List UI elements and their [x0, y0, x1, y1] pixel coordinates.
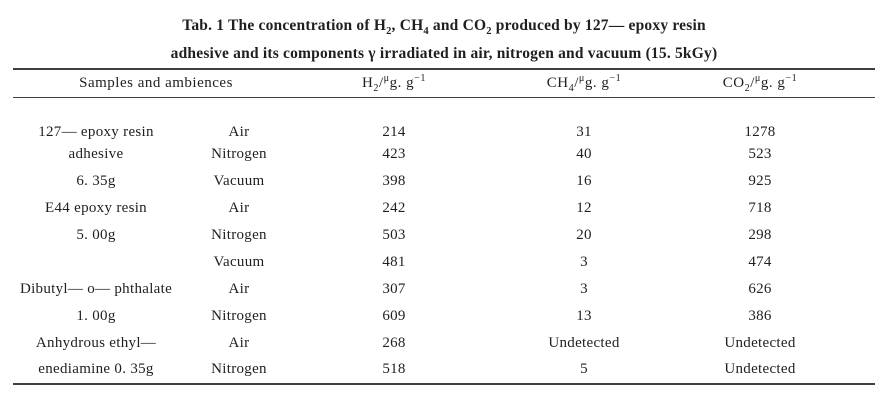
sample-cell: 6. 35g	[76, 172, 116, 189]
subscript: 2	[486, 26, 492, 38]
formula-text: /	[378, 74, 384, 91]
column-header-h2: H2/μg. g−1	[299, 69, 490, 98]
table-row: Dibutyl— o— phthalate Air 307 3 626	[13, 276, 875, 303]
unit-text: g. g	[584, 74, 610, 91]
ambience-cell: Air	[228, 280, 250, 297]
h2-value-cell: 242	[382, 199, 406, 216]
sample-cell	[13, 249, 179, 276]
co2-value-cell: 386	[748, 307, 772, 324]
h2-value-cell: 609	[382, 307, 406, 324]
superscript-exponent: −1	[414, 72, 426, 84]
subscript: 2	[744, 82, 751, 94]
ch4-value-cell: 5	[580, 361, 588, 377]
mu-symbol: μ	[383, 72, 390, 84]
co2-value-cell: 474	[748, 253, 772, 270]
caption-text: , CH	[391, 17, 424, 34]
formula-text: /	[574, 74, 579, 91]
ambience-cell: Air	[228, 334, 250, 351]
formula-text: H	[362, 74, 374, 91]
column-header-ch4: CH4/μg. g−1	[489, 69, 680, 98]
ch4-value-cell: 13	[576, 307, 592, 324]
ch4-value-cell: 40	[576, 145, 592, 162]
caption-text: produced by 127— epoxy resin	[491, 17, 706, 34]
table-header-row: Samples and ambiences H2/μg. g−1 CH4/μg.…	[13, 69, 876, 98]
h2-value-cell: 398	[382, 172, 406, 189]
h2-value-cell: 503	[382, 226, 406, 243]
subscript: 4	[423, 26, 429, 38]
column-header-co2: CO2/μg. g−1	[679, 69, 876, 98]
h2-value-cell: 214	[382, 123, 406, 140]
co2-value-cell: 523	[748, 145, 772, 162]
table-row: 1. 00g Nitrogen 609 13 386	[13, 303, 875, 330]
co2-value-cell: 718	[748, 199, 772, 216]
caption-text: and CO	[428, 17, 487, 34]
caption-text: Tab. 1 The concentration of H	[182, 17, 387, 34]
table-row: 5. 00g Nitrogen 503 20 298	[13, 222, 875, 249]
sample-cell: 1. 00g	[76, 307, 116, 324]
ch4-value-cell: 20	[576, 226, 592, 243]
concentration-table: Samples and ambiences H2/μg. g−1 CH4/μg.…	[13, 68, 876, 385]
ch4-value-cell: 3	[580, 280, 588, 297]
superscript-exponent: −1	[785, 72, 798, 84]
h2-value-cell: 518	[382, 361, 406, 377]
ch4-value-cell: 31	[576, 123, 592, 140]
ambience-cell: Nitrogen	[211, 145, 267, 162]
caption-line-1: Tab. 1 The concentration of H2, CH4 and …	[0, 12, 888, 40]
co2-value-cell: 626	[748, 280, 772, 297]
h2-value-cell: 481	[382, 253, 406, 270]
subscript: 2	[373, 82, 379, 94]
table-body: 127— epoxy resin Air 214 31 1278 adhesiv…	[13, 97, 875, 384]
column-header-samples-ambiences: Samples and ambiences	[13, 69, 300, 98]
ch4-value-cell: 16	[576, 172, 592, 189]
ch4-value-cell: Undetected	[548, 334, 620, 351]
mu-symbol: μ	[578, 72, 585, 84]
sample-cell: Dibutyl— o— phthalate	[19, 280, 173, 297]
sample-cell: enediamine 0. 35g	[38, 361, 154, 377]
h2-value-cell: 423	[382, 145, 406, 162]
ambience-cell: Vacuum	[213, 172, 265, 189]
co2-value-cell: 1278	[744, 123, 776, 140]
unit-text: g. g	[389, 74, 415, 91]
ambience-cell: Nitrogen	[211, 307, 267, 324]
ch4-value-cell: 3	[580, 253, 588, 270]
table-row: enediamine 0. 35g Nitrogen 518 5 Undetec…	[13, 357, 875, 384]
formula-text: /	[750, 74, 755, 91]
ambience-cell: Air	[228, 123, 250, 140]
table-row: 6. 35g Vacuum 398 16 925	[13, 168, 875, 195]
co2-value-cell: Undetected	[724, 361, 796, 377]
table-row: 127— epoxy resin Air 214 31 1278	[13, 97, 875, 141]
co2-value-cell: 925	[748, 172, 772, 189]
ambience-cell: Nitrogen	[211, 361, 267, 377]
subscript: 2	[386, 26, 392, 38]
subscript: 4	[568, 82, 575, 94]
sample-cell: E44 epoxy resin	[45, 199, 147, 216]
table-row: adhesive Nitrogen 423 40 523	[13, 141, 875, 168]
superscript-exponent: −1	[609, 72, 622, 84]
formula-text: CH	[546, 74, 569, 91]
table-row: Anhydrous ethyl— Air 268 Undetected Unde…	[13, 330, 875, 357]
sample-cell: 5. 00g	[76, 226, 116, 243]
co2-value-cell: Undetected	[724, 334, 796, 351]
caption-line-2: adhesive and its components γ irradiated…	[170, 45, 718, 62]
table-row: Vacuum 481 3 474	[13, 249, 875, 276]
ch4-value-cell: 12	[576, 199, 592, 216]
sample-cell: Anhydrous ethyl—	[35, 334, 157, 351]
sample-cell: 127— epoxy resin	[38, 123, 154, 140]
co2-value-cell: 298	[748, 226, 772, 243]
unit-text: g. g	[760, 74, 786, 91]
mu-symbol: μ	[754, 72, 761, 84]
ambience-cell: Air	[228, 199, 250, 216]
ambience-cell: Vacuum	[213, 253, 265, 270]
h2-value-cell: 268	[382, 334, 406, 351]
formula-text: CO	[722, 74, 745, 91]
ambience-cell: Nitrogen	[211, 226, 267, 243]
h2-value-cell: 307	[382, 280, 406, 297]
sample-cell: adhesive	[68, 145, 124, 162]
table-caption: Tab. 1 The concentration of H2, CH4 and …	[0, 0, 888, 68]
table-row: E44 epoxy resin Air 242 12 718	[13, 195, 875, 222]
